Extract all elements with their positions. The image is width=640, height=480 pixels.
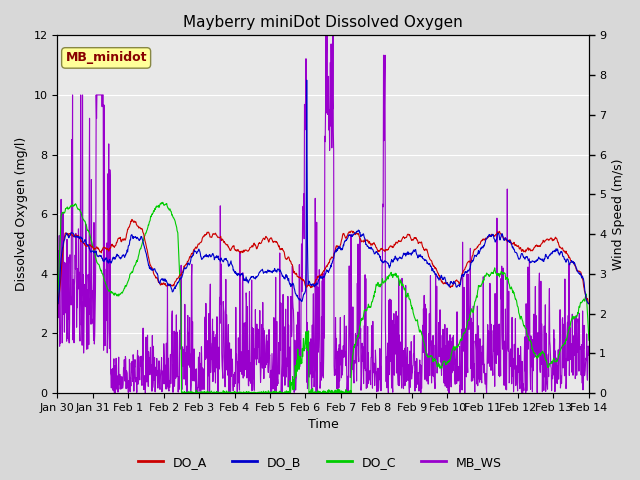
Y-axis label: Wind Speed (m/s): Wind Speed (m/s) <box>612 158 625 270</box>
Title: Mayberry miniDot Dissolved Oxygen: Mayberry miniDot Dissolved Oxygen <box>183 15 463 30</box>
Legend: DO_A, DO_B, DO_C, MB_WS: DO_A, DO_B, DO_C, MB_WS <box>133 451 507 474</box>
X-axis label: Time: Time <box>308 419 339 432</box>
Y-axis label: Dissolved Oxygen (mg/l): Dissolved Oxygen (mg/l) <box>15 137 28 291</box>
Text: MB_minidot: MB_minidot <box>65 51 147 64</box>
